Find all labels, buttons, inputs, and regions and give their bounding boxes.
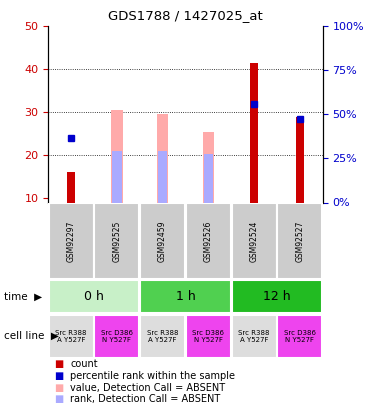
Text: Src R388
A Y527F: Src R388 A Y527F: [55, 330, 87, 343]
Bar: [111, 110, 122, 202]
Bar: [232, 280, 322, 313]
Bar: [49, 203, 93, 279]
Text: Src R388
A Y527F: Src R388 A Y527F: [239, 330, 270, 343]
Text: Src D386
N Y527F: Src D386 N Y527F: [101, 330, 133, 343]
Text: time  ▶: time ▶: [4, 292, 42, 302]
Bar: [158, 151, 167, 202]
Bar: [278, 203, 322, 279]
Bar: [67, 173, 75, 202]
Text: Src R388
A Y527F: Src R388 A Y527F: [147, 330, 178, 343]
Bar: [49, 280, 139, 313]
Text: 0 h: 0 h: [84, 290, 104, 303]
Text: ■: ■: [54, 394, 63, 404]
Text: ■: ■: [54, 359, 63, 369]
Bar: [250, 63, 258, 202]
Text: GSM92524: GSM92524: [250, 220, 259, 262]
Text: rank, Detection Call = ABSENT: rank, Detection Call = ABSENT: [70, 394, 221, 404]
Bar: [186, 203, 231, 279]
Text: ■: ■: [54, 371, 63, 381]
Bar: [140, 280, 231, 313]
Bar: [203, 132, 214, 202]
Title: GDS1788 / 1427025_at: GDS1788 / 1427025_at: [108, 9, 263, 22]
Text: GSM92459: GSM92459: [158, 220, 167, 262]
Bar: [204, 154, 213, 202]
Text: count: count: [70, 359, 98, 369]
Bar: [95, 315, 139, 358]
Text: GSM92526: GSM92526: [204, 220, 213, 262]
Text: cell line  ▶: cell line ▶: [4, 331, 59, 341]
Bar: [186, 315, 231, 358]
Text: GSM92525: GSM92525: [112, 220, 121, 262]
Text: Src D386
N Y527F: Src D386 N Y527F: [284, 330, 316, 343]
Text: value, Detection Call = ABSENT: value, Detection Call = ABSENT: [70, 383, 226, 392]
Text: percentile rank within the sample: percentile rank within the sample: [70, 371, 236, 381]
Text: Src D386
N Y527F: Src D386 N Y527F: [193, 330, 224, 343]
Text: 12 h: 12 h: [263, 290, 291, 303]
Bar: [95, 203, 139, 279]
Bar: [157, 114, 168, 202]
Bar: [112, 151, 122, 202]
Text: GSM92297: GSM92297: [67, 220, 76, 262]
Bar: [140, 203, 185, 279]
Bar: [278, 315, 322, 358]
Bar: [232, 315, 276, 358]
Bar: [232, 203, 276, 279]
Text: 1 h: 1 h: [175, 290, 196, 303]
Text: ■: ■: [54, 383, 63, 392]
Bar: [140, 315, 185, 358]
Bar: [49, 315, 93, 358]
Text: GSM92527: GSM92527: [295, 220, 304, 262]
Bar: [296, 117, 304, 202]
